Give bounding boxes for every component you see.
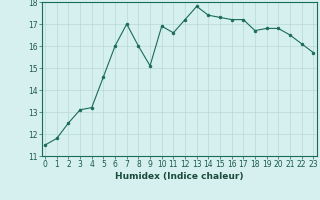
X-axis label: Humidex (Indice chaleur): Humidex (Indice chaleur) — [115, 172, 244, 181]
